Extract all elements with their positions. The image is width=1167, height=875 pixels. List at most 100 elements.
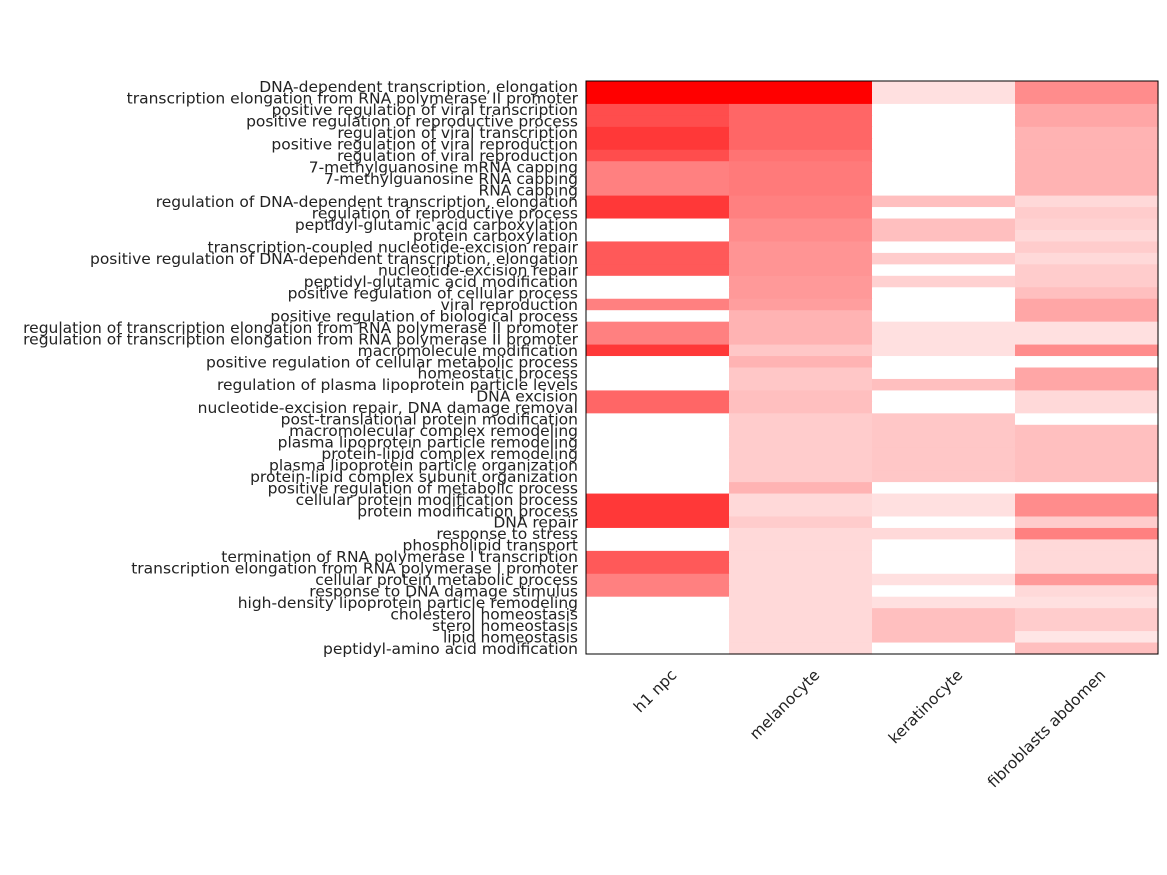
row-label: positive regulation of viral reproductio…: [271, 136, 578, 154]
heatmap-cell: [729, 287, 873, 300]
row-label: DNA excision: [476, 388, 578, 406]
heatmap-cell: [729, 619, 873, 632]
heatmap-cell: [586, 608, 730, 621]
heatmap-cell: [586, 356, 730, 369]
heatmap-cell: [586, 310, 730, 323]
heatmap-cell: [729, 573, 873, 586]
heatmap-cell: [872, 401, 1016, 414]
row-label: response to DNA damage stimulus: [309, 582, 578, 600]
heatmap-cell: [872, 550, 1016, 563]
heatmap-cell: [729, 126, 873, 139]
heatmap-cell: [586, 344, 730, 357]
row-label: DNA-dependent transcription, elongation: [259, 78, 578, 96]
heatmap-cell: [586, 287, 730, 300]
row-labels: DNA-dependent transcription, elongation t…: [23, 78, 578, 658]
heatmap-cell: [872, 92, 1016, 105]
row-label: regulation of plasma lipoprotein particl…: [217, 376, 578, 394]
heatmap-cell: [872, 585, 1016, 598]
heatmap-cell: [872, 424, 1016, 437]
column-label: h1 npc: [630, 666, 680, 716]
row-label: protein modification process: [357, 502, 578, 520]
row-label: transcription-coupled nucleotide-excisio…: [208, 239, 579, 257]
row-label: 7-methylguanosine mRNA capping: [309, 158, 578, 176]
row-label: positive regulation of cellular process: [288, 285, 578, 303]
heatmap-cell: [586, 138, 730, 151]
heatmap-cell: [872, 367, 1016, 380]
heatmap-cell: [729, 539, 873, 552]
heatmap-cell: [1015, 367, 1159, 380]
heatmap-cell: [872, 207, 1016, 220]
heatmap-cell: [1015, 356, 1159, 369]
heatmap-cell: [872, 241, 1016, 254]
heatmap-cell: [1015, 264, 1159, 277]
heatmap-cell: [586, 207, 730, 220]
row-label: protein-lipid complex subunit organizati…: [250, 468, 578, 486]
heatmap-cell: [586, 378, 730, 392]
heatmap-cell: [729, 390, 873, 403]
heatmap-cell: [586, 172, 730, 185]
heatmap-cell: [872, 619, 1016, 632]
heatmap-cell: [729, 459, 873, 472]
heatmap-cell: [1015, 149, 1159, 162]
heatmap-cell: [729, 298, 873, 311]
column-label: fibroblasts abdomen: [984, 666, 1109, 791]
heatmap-cell: [729, 562, 873, 575]
heatmap-cell: [1015, 81, 1159, 94]
heatmap-cells: [586, 81, 1159, 655]
heatmap-cell: [586, 298, 730, 311]
row-label: peptidyl-glutamic acid carboxylation: [295, 216, 578, 234]
heatmap-cell: [872, 310, 1016, 323]
heatmap-cell: [586, 184, 730, 197]
heatmap-cell: [872, 436, 1016, 449]
heatmap-cell: [729, 321, 873, 334]
heatmap-cell: [586, 482, 730, 495]
heatmap-cell: [1015, 103, 1159, 116]
heatmap-cell: [586, 161, 730, 174]
heatmap-cell: [729, 470, 873, 483]
row-label: homeostatic process: [418, 365, 578, 383]
heatmap-cell: [586, 218, 730, 231]
row-label: positive regulation of viral transcripti…: [272, 101, 578, 119]
heatmap-cell: [872, 81, 1016, 94]
heatmap-cell: [586, 459, 730, 472]
row-label: viral reproduction: [441, 296, 578, 314]
row-label: cholesterol homeostasis: [390, 605, 578, 623]
heatmap-cell: [729, 436, 873, 449]
heatmap-cell: [729, 149, 873, 162]
heatmap-cell: [1015, 527, 1159, 540]
heatmap-cell: [729, 642, 873, 655]
heatmap-cell: [872, 631, 1016, 644]
heatmap-cell: [1015, 287, 1159, 300]
heatmap-cell: [1015, 413, 1159, 426]
heatmap-cell: [1015, 207, 1159, 220]
heatmap-cell: [1015, 92, 1159, 105]
heatmap-cell: [729, 115, 873, 128]
heatmap-cell: [872, 516, 1016, 529]
heatmap-cell: [1015, 138, 1159, 151]
heatmap-cell: [729, 275, 873, 288]
heatmap-cell: [586, 619, 730, 632]
row-label: post-translational protein modification: [281, 411, 578, 429]
heatmap-cell: [729, 207, 873, 220]
heatmap-cell: [1015, 585, 1159, 598]
heatmap-cell: [1015, 275, 1159, 288]
row-label: plasma lipoprotein particle remodeling: [278, 433, 578, 451]
heatmap-cell: [872, 642, 1016, 655]
heatmap-cell: [586, 241, 730, 254]
row-label: peptidyl-amino acid modification: [323, 640, 578, 658]
heatmap-cell: [586, 149, 730, 162]
heatmap-cell: [872, 482, 1016, 495]
heatmap-cell: [586, 401, 730, 414]
row-label: protein-lipid complex remodeling: [321, 445, 578, 463]
heatmap-cell: [872, 138, 1016, 151]
heatmap-cell: [872, 459, 1016, 472]
heatmap-cell: [586, 81, 730, 94]
heatmap-cell: [586, 642, 730, 655]
heatmap-cell: [586, 527, 730, 540]
heatmap-cell: [586, 573, 730, 586]
heatmap-cell: [872, 172, 1016, 185]
heatmap-cell: [729, 310, 873, 323]
heatmap-cell: [586, 275, 730, 288]
row-label: protein carboxylation: [413, 227, 578, 245]
heatmap-cell: [872, 264, 1016, 277]
